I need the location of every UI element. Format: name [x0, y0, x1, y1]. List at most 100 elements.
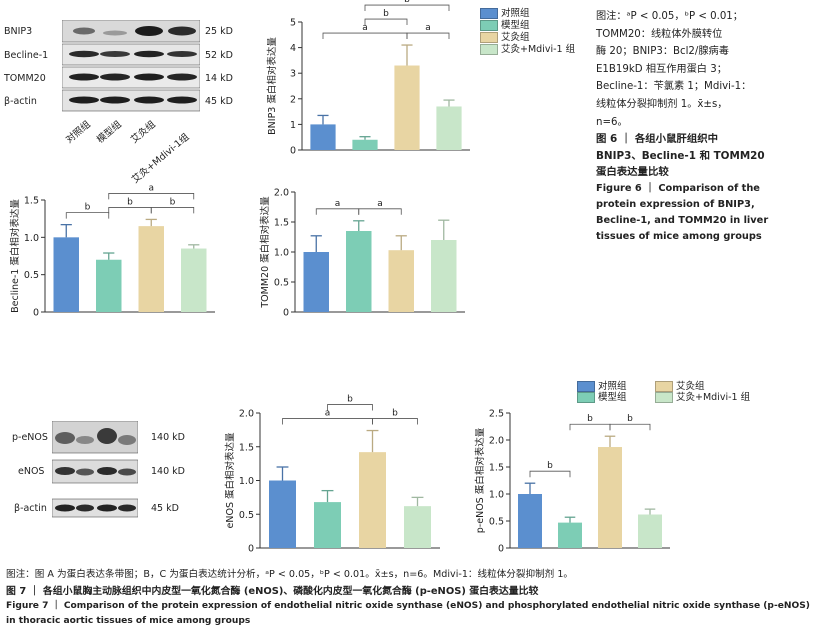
- fig7-western-blot: p-eNOS eNOS β-actin 140 kD 140 kD 45 kD: [0, 415, 200, 525]
- y-tick-label: 3: [290, 69, 296, 80]
- significance-label: a: [325, 409, 331, 419]
- significance-bracket: [322, 32, 408, 40]
- legend-item: 艾灸组: [655, 378, 705, 392]
- penos-bar-chart: 0 0.5 1.0 1.5 2.0 2.5 p-eNOS 蛋白相对表达量 b b b: [470, 400, 710, 555]
- y-tick-label: 2: [290, 94, 296, 105]
- blot-kd-label: 25 kD: [205, 26, 233, 37]
- bar: [388, 250, 414, 312]
- significance-bracket: [364, 18, 408, 26]
- bar: [352, 139, 378, 150]
- legend-label: 模型组: [501, 20, 530, 31]
- y-tick-label: 2.0: [489, 436, 504, 447]
- bar: [558, 522, 582, 548]
- legend-label: 对照组: [501, 8, 530, 19]
- blot-lane-label: 模型组: [94, 118, 124, 146]
- becline1-bar-chart: 0 0.5 1.0 1.5 Becline-1 蛋白相对表达量 b b b a: [0, 183, 240, 330]
- legend-label: 模型组: [598, 392, 627, 403]
- bar: [431, 240, 457, 312]
- fig7-note: 图注：图 A 为蛋白表达条带图；B，C 为蛋白表达统计分析，ᵃP < 0.05，…: [6, 569, 574, 580]
- y-tick-label: 1: [290, 120, 296, 131]
- bar: [394, 65, 420, 150]
- significance-label: a: [148, 183, 154, 193]
- caption-line: Figure 7 ｜ Comparison of the protein exp…: [6, 601, 810, 611]
- bar: [181, 248, 207, 312]
- significance-bracket: [372, 418, 418, 425]
- y-axis-label: BNIP3 蛋白相对表达量: [266, 37, 278, 135]
- bar: [404, 506, 431, 548]
- significance-bracket: [529, 470, 571, 478]
- significance-label: a: [362, 23, 368, 33]
- significance-bracket: [65, 212, 110, 219]
- legend-label: 艾灸+Mdivi-1 组: [501, 44, 576, 55]
- fig7-caption-en: Figure 7 ｜ Comparison of the protein exp…: [6, 599, 810, 629]
- blot-kd-label: 140 kD: [151, 432, 185, 443]
- y-tick-label: 0: [33, 308, 39, 319]
- significance-label: b: [347, 395, 353, 405]
- fig7-legend: 对照组 模型组 艾灸组 艾灸+Mdivi-1 组: [577, 378, 817, 404]
- y-axis-label: Becline-1 蛋白相对表达量: [9, 199, 21, 313]
- significance-label: b: [587, 414, 593, 424]
- blot-kd-label: 140 kD: [151, 466, 185, 477]
- caption-line: Becline-1, and TOMM20 in liver: [596, 215, 769, 226]
- y-tick-label: 0.5: [24, 270, 39, 281]
- y-axis-label: TOMM20 蛋白相对表达量: [259, 196, 271, 309]
- blot-kd-label: 45 kD: [151, 503, 179, 514]
- bar: [303, 252, 329, 312]
- blot-image: [61, 19, 201, 115]
- note-line: TOMM20：线粒体外膜转位: [596, 28, 723, 40]
- caption-line: 蛋白表达量比较: [596, 166, 669, 178]
- enos-bar-chart: 0 0.5 1.0 1.5 2.0 eNOS 蛋白相对表达量 a b b: [215, 395, 455, 555]
- blot-row-label: BNIP3: [4, 26, 33, 37]
- bar: [638, 514, 662, 548]
- significance-label: a: [377, 199, 383, 209]
- legend-swatch: [480, 32, 498, 43]
- blot-row-label: TOMM20: [4, 73, 46, 84]
- bar: [53, 237, 79, 312]
- significance-label: a: [425, 23, 431, 33]
- legend-label: 对照组: [598, 381, 627, 392]
- significance-bracket: [358, 208, 402, 215]
- bar: [359, 452, 386, 548]
- bar: [518, 494, 542, 548]
- chart-svg: 0 1 2 3 4 5 BNIP3 蛋白相对表达量 a b a b: [266, 0, 470, 157]
- blot-kd-label: 45 kD: [205, 96, 233, 107]
- legend-item: 对照组: [480, 5, 530, 19]
- significance-label: b: [547, 461, 553, 471]
- bar: [96, 259, 122, 312]
- y-tick-label: 0: [248, 544, 254, 555]
- significance-label: b: [392, 409, 398, 419]
- y-tick-label: 2.0: [274, 188, 289, 199]
- fig6-western-blot: BNIP3 Becline-1 TOMM20 β-actin: [0, 0, 240, 190]
- y-axis-label: p-eNOS 蛋白相对表达量: [474, 427, 486, 533]
- bar: [310, 124, 336, 150]
- y-tick-label: 4: [290, 43, 296, 54]
- blot-row-label: eNOS: [18, 466, 45, 477]
- significance-label: b: [170, 197, 176, 207]
- legend-label: 艾灸组: [501, 32, 530, 43]
- y-tick-label: 1.0: [239, 476, 254, 487]
- blot-kd-label: 14 kD: [205, 73, 233, 84]
- caption-line: tissues of mice among groups: [596, 231, 762, 242]
- y-tick-label: 5: [290, 18, 296, 29]
- legend-swatch: [480, 20, 498, 31]
- note-line: Becline-1：苄氯素 1；Mdivi-1：: [596, 81, 752, 93]
- y-tick-label: 0: [283, 308, 289, 319]
- legend-label: 艾灸组: [676, 381, 705, 392]
- legend-swatch: [480, 8, 498, 19]
- significance-label: b: [127, 197, 133, 207]
- caption-line: in thoracic aortic tissues of mice among…: [6, 616, 251, 626]
- blot-lane-label: 艾灸组: [128, 118, 158, 146]
- significance-bracket: [406, 32, 450, 40]
- legend-item: 艾灸+Mdivi-1 组: [480, 41, 575, 55]
- blot-lane-label: 对照组: [63, 118, 93, 146]
- significance-bracket: [327, 404, 373, 411]
- significance-label: a: [335, 199, 341, 209]
- significance-label: b: [85, 203, 91, 213]
- significance-bracket: [315, 208, 360, 215]
- legend-item: 模型组: [577, 389, 627, 403]
- note-line: E1B19kD 相互作用蛋白 3；: [596, 63, 727, 75]
- blot-row-label: Becline-1: [4, 50, 49, 61]
- significance-bracket: [609, 423, 651, 431]
- note-line: n=6。: [596, 116, 628, 128]
